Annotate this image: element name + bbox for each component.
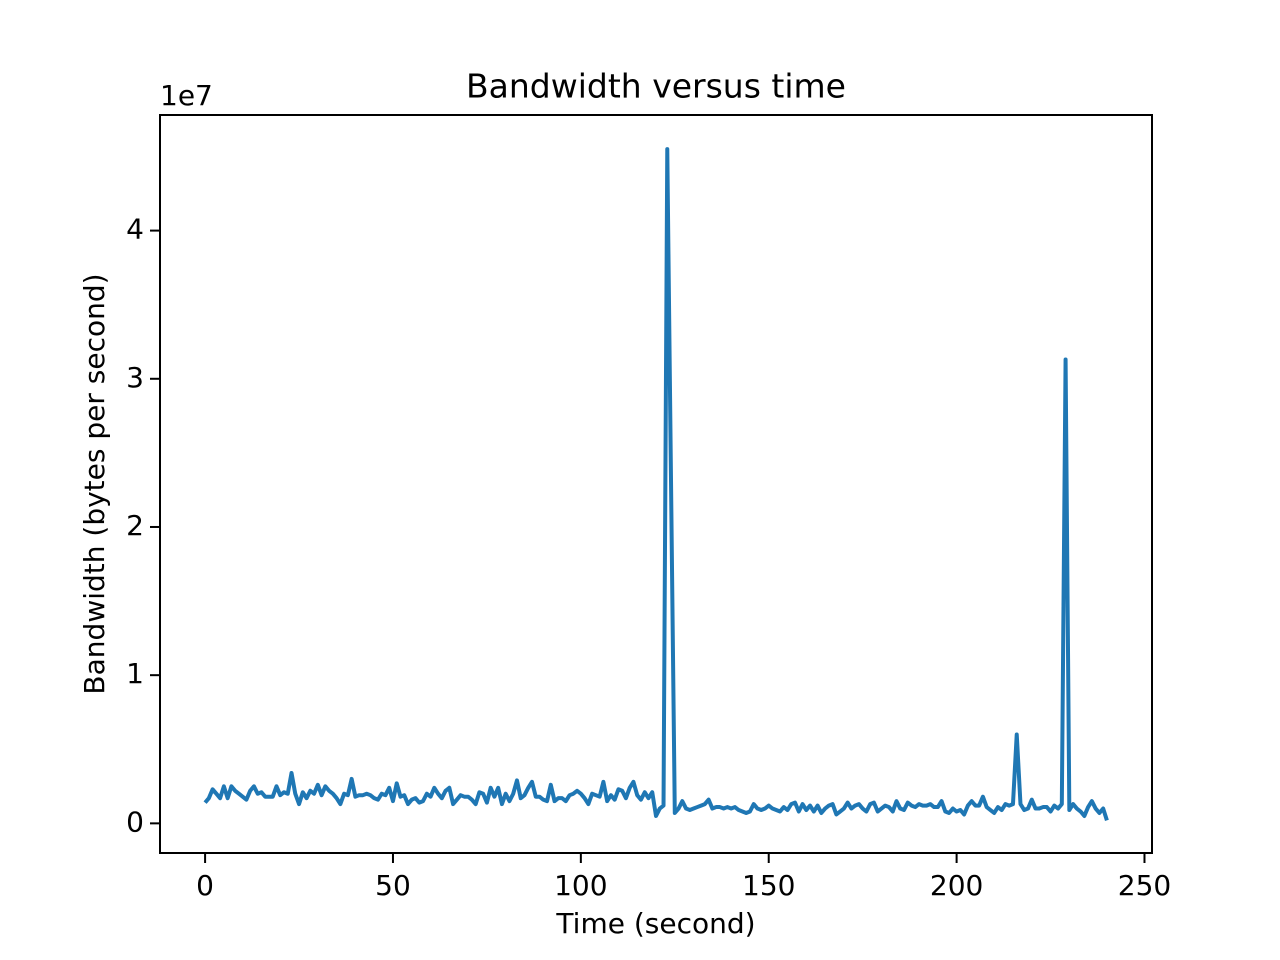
y-tick-label: 0 [126, 805, 144, 838]
x-axis-label: Time (second) [555, 907, 755, 940]
y-tick-label: 2 [126, 509, 144, 542]
x-tick-label: 150 [742, 869, 795, 902]
y-tick-label: 3 [126, 361, 144, 394]
axes-frame [159, 114, 1153, 854]
x-tick-label: 50 [375, 869, 411, 902]
y-tick-label: 1 [126, 657, 144, 690]
x-tick-label: 200 [930, 869, 983, 902]
x-tick-label: 250 [1118, 869, 1171, 902]
y-offset-label: 1e7 [160, 79, 213, 112]
x-tick-label: 100 [554, 869, 607, 902]
data-line [203, 147, 1109, 822]
y-tick-label: 4 [126, 213, 144, 246]
y-axis-label: Bandwidth (bytes per second) [78, 273, 111, 694]
chart-title: Bandwidth versus time [466, 67, 846, 106]
x-tick-label: 0 [196, 869, 214, 902]
